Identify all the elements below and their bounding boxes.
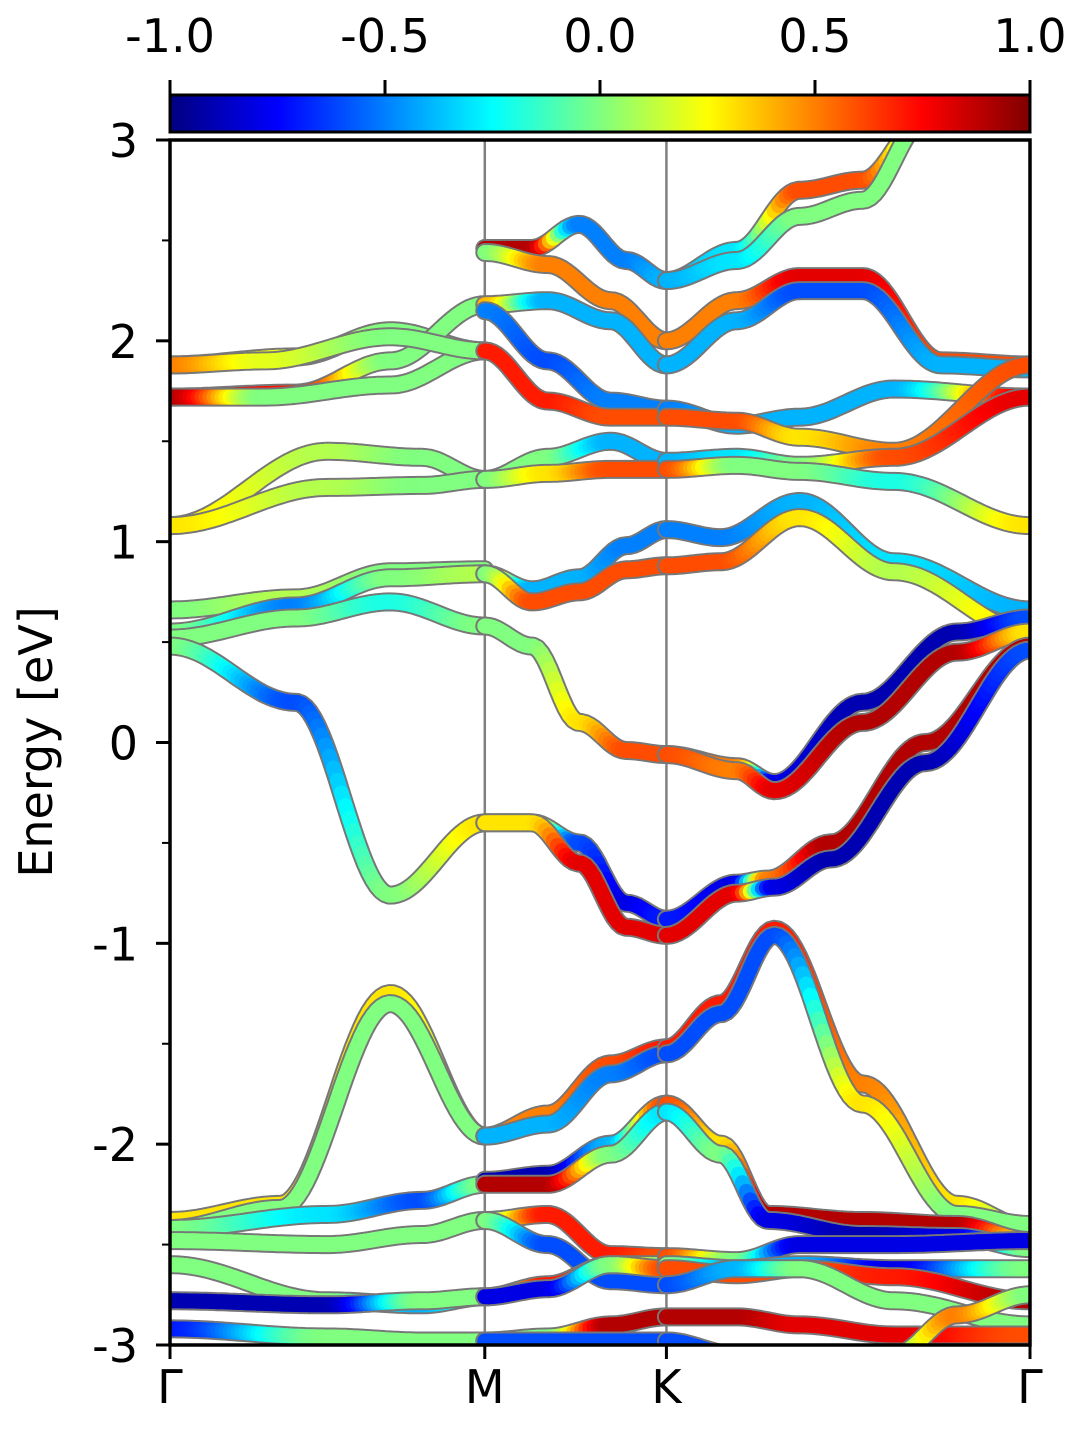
y-tick-label: 3 xyxy=(109,114,138,168)
band-segment xyxy=(894,140,911,146)
band-line xyxy=(656,640,1030,945)
plot-area: 3 2 1 0 -1 -2 -3 Γ M K Γ xyxy=(92,80,1043,1414)
band-segment xyxy=(966,88,970,91)
band-segment xyxy=(711,1344,719,1345)
band-line xyxy=(475,1211,676,1295)
band-segment xyxy=(846,1360,850,1361)
colorbar-tick-label: 0.5 xyxy=(778,9,851,63)
band-segment xyxy=(978,81,982,83)
band-line xyxy=(170,1287,495,1315)
x-tick-label: Γ xyxy=(1017,1360,1043,1414)
band-segment xyxy=(766,1360,770,1361)
band-segment xyxy=(850,1359,854,1360)
band-segment xyxy=(898,1353,902,1354)
band-line xyxy=(475,813,676,945)
band-segment xyxy=(902,1344,910,1345)
band-line xyxy=(475,243,676,351)
band-segment xyxy=(982,80,986,81)
band-segment xyxy=(754,1357,758,1358)
colorbar-tick-label: 1.0 xyxy=(993,9,1066,63)
band-segment xyxy=(705,1343,718,1345)
band-segment xyxy=(822,1363,826,1364)
band-line xyxy=(656,80,986,291)
band-line xyxy=(475,1255,676,1307)
band-line xyxy=(170,1174,495,1238)
colorbar: -1.0 -0.5 0.0 0.5 1.0 xyxy=(125,9,1067,134)
band-line xyxy=(656,455,1030,536)
band-segment xyxy=(974,82,978,84)
colorbar-tick-label: -0.5 xyxy=(340,9,430,63)
colorbar-ticks: -1.0 -0.5 0.0 0.5 1.0 xyxy=(125,9,1067,95)
y-axis-label: Energy [eV] xyxy=(9,606,63,877)
band-lines xyxy=(170,80,1030,1365)
band-line xyxy=(475,1044,676,1146)
band-segment xyxy=(786,1364,790,1365)
band-line xyxy=(475,459,676,489)
band-segment xyxy=(982,80,986,81)
band-segment xyxy=(722,1354,726,1355)
band-segment xyxy=(974,82,978,84)
band-segment xyxy=(782,1363,786,1364)
band-segment xyxy=(691,1339,710,1345)
band-segment xyxy=(758,1358,762,1359)
band-line xyxy=(170,592,495,648)
band-line xyxy=(170,469,495,536)
band-segment xyxy=(826,1363,830,1364)
band-segment xyxy=(700,1342,716,1345)
x-tick-label: K xyxy=(651,1360,683,1414)
colorbar-tick-label: 0.0 xyxy=(563,9,636,63)
y-tick-label: 0 xyxy=(109,717,138,771)
band-segment xyxy=(970,85,974,88)
y-tick-label: -3 xyxy=(92,1319,138,1373)
band-segment xyxy=(695,1340,713,1345)
band-segment xyxy=(750,1356,754,1357)
band-segment xyxy=(830,1362,834,1363)
band-segment xyxy=(838,1361,842,1362)
band-segment xyxy=(718,1353,722,1354)
band-segment xyxy=(726,1354,730,1355)
band-segment xyxy=(858,1358,862,1359)
y-tick-label: -2 xyxy=(92,1118,138,1172)
y-tick-label: 1 xyxy=(109,516,138,570)
band-segment xyxy=(966,88,970,91)
band-segment xyxy=(902,1341,917,1345)
band-line xyxy=(656,622,1030,801)
band-segment xyxy=(866,1357,870,1358)
band-segment xyxy=(842,1360,846,1361)
band-line xyxy=(656,508,1030,642)
band-segment xyxy=(778,1363,782,1364)
y-tick-label: -1 xyxy=(92,917,138,971)
band-line xyxy=(170,1211,495,1255)
band-segment xyxy=(978,81,982,83)
y-tick-label: 2 xyxy=(109,315,138,369)
colorbar-bar xyxy=(168,93,1032,134)
band-line xyxy=(170,1319,495,1345)
band-segment xyxy=(762,1359,766,1360)
band-segment xyxy=(746,1356,750,1357)
y-axis-ticks: 3 2 1 0 -1 -2 -3 xyxy=(92,114,170,1373)
colorbar-tick-label: -1.0 xyxy=(125,9,215,63)
x-tick-label: Γ xyxy=(157,1360,183,1414)
band-segment xyxy=(770,1361,774,1362)
band-line xyxy=(656,925,1030,1234)
band-segment xyxy=(970,85,974,88)
band-segment xyxy=(854,1358,858,1359)
band-segment xyxy=(774,1362,778,1363)
band-segment xyxy=(862,1357,866,1358)
band-line xyxy=(475,1102,676,1194)
x-tick-label: M xyxy=(465,1360,505,1414)
band-segment xyxy=(834,1362,838,1363)
